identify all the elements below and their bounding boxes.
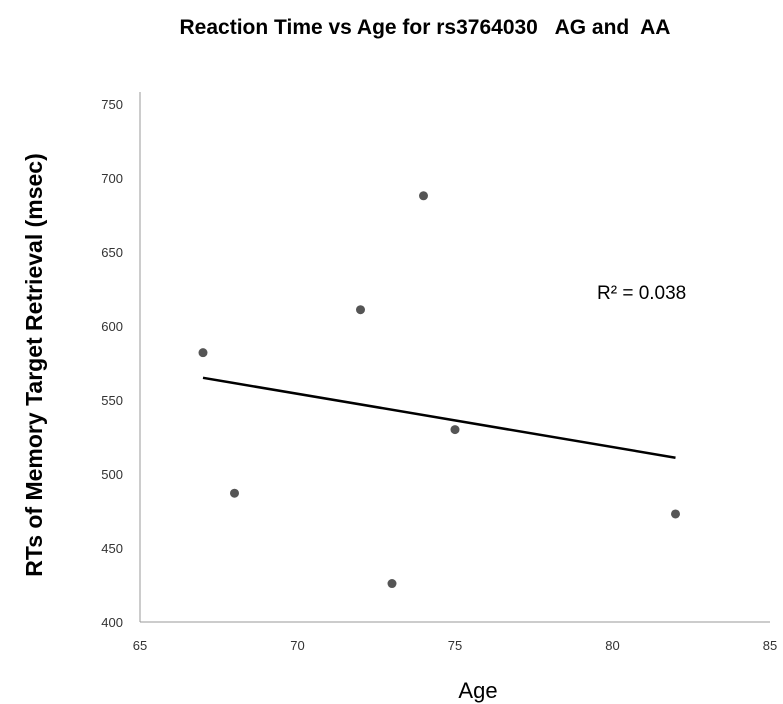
y-tick-label: 700 (101, 171, 123, 186)
x-tick-label: 75 (448, 638, 462, 653)
x-tick-label: 65 (133, 638, 147, 653)
trendline-group (202, 376, 676, 459)
data-point (356, 305, 365, 315)
y-tick-label: 750 (101, 97, 123, 112)
axes (139, 92, 770, 623)
trendline (202, 376, 676, 459)
data-point (198, 348, 208, 358)
y-tick-label: 400 (101, 615, 123, 630)
data-points (198, 191, 680, 589)
y-axis-label: RTs of Memory Target Retrieval (msec) (21, 153, 47, 577)
data-point (419, 191, 428, 201)
tick-labels: 400 450 500 550 600 650 700 750 65 70 75 80 85 (101, 97, 777, 653)
r-squared-annotation: R² = 0.038 (597, 283, 686, 304)
data-point (387, 579, 397, 589)
data-point (230, 488, 239, 498)
chart-title: Reaction Time vs Age for rs3764030 AG an… (180, 16, 671, 39)
y-tick-label: 450 (101, 541, 123, 556)
x-tick-label: 80 (605, 638, 619, 653)
y-tick-label: 550 (101, 393, 123, 408)
data-point (671, 509, 680, 519)
x-tick-label: 70 (290, 638, 304, 653)
y-tick-label: 500 (101, 467, 123, 482)
data-point (450, 425, 460, 435)
y-tick-label: 650 (101, 245, 123, 260)
x-tick-label: 85 (763, 638, 777, 653)
y-tick-label: 600 (101, 319, 123, 334)
x-axis-label: Age (458, 678, 497, 703)
